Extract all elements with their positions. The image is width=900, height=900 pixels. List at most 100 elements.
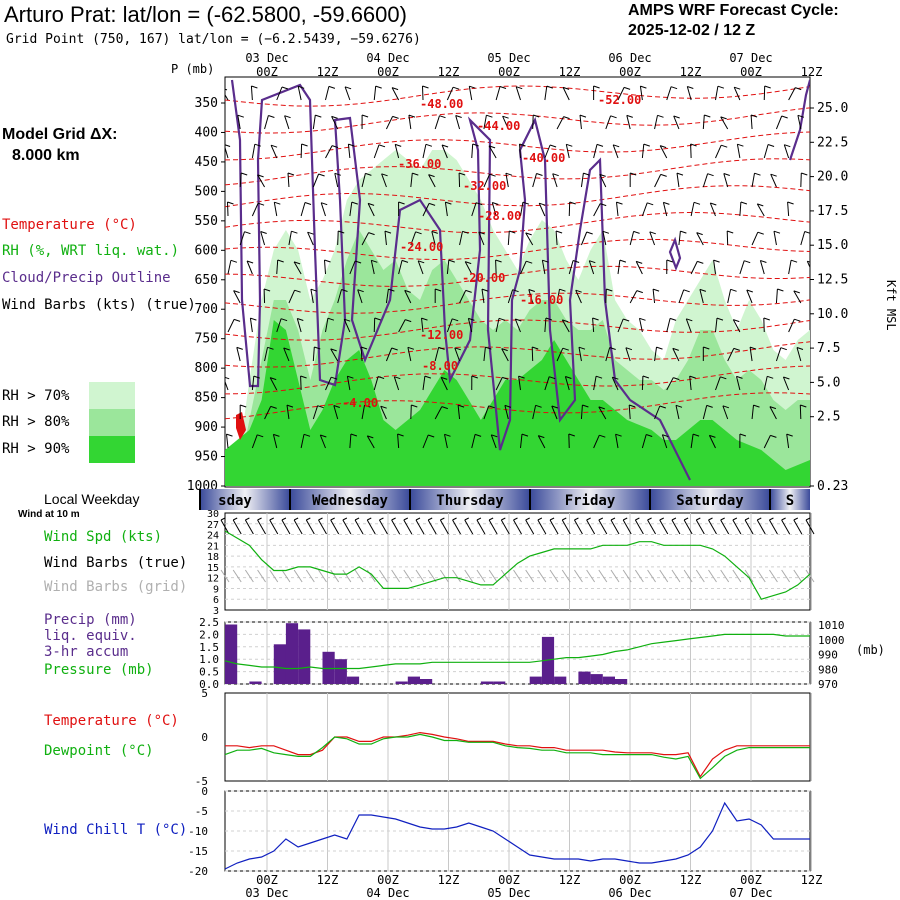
- wind-barb-flag: [454, 347, 461, 351]
- wind-barb-flag: [515, 318, 522, 322]
- wind-barb-flag: [689, 375, 696, 379]
- wind-barb: [599, 174, 607, 188]
- wind-barb-flag: [281, 86, 289, 90]
- wind-barb: [770, 173, 777, 188]
- wind-barb-true: [756, 519, 766, 535]
- top-hour-label: 12Z: [559, 65, 581, 79]
- wind-barb: [471, 434, 476, 449]
- wind-barb-true-flag: [744, 517, 750, 521]
- wind-barb-true-flag: [793, 517, 799, 521]
- wind-barb-true: [415, 519, 425, 535]
- precip-tick-label: 0.0: [199, 678, 219, 691]
- precip-panel-frame: [224, 621, 811, 685]
- wind-barb: [264, 347, 268, 362]
- wind-barb-flag: [435, 288, 442, 292]
- wind-barb: [528, 289, 534, 304]
- wind-barb-flag: [227, 201, 234, 205]
- wind-barb-flag: [505, 172, 513, 176]
- wind-barb-true: [439, 519, 449, 535]
- wind-barb: [467, 318, 473, 333]
- wind-barb: [334, 173, 339, 188]
- wind-barb-flag: [244, 231, 251, 235]
- wind-barb-flag: [448, 259, 455, 263]
- wind-barb: [239, 231, 245, 246]
- wind-barb-flag: [294, 289, 301, 293]
- wind-barb-flag: [549, 144, 557, 148]
- temp-tick-label: 0: [201, 731, 208, 744]
- wind-barb: [288, 289, 296, 304]
- wind-barb-flag: [773, 230, 781, 234]
- wind-tick-label: 12: [207, 574, 219, 585]
- wind-barb-true-flag: [525, 517, 530, 521]
- wind-barb-flag: [331, 376, 338, 380]
- wind-barb: [797, 115, 802, 130]
- wind-barb-flag: [330, 348, 337, 352]
- wind-barb-true-flag: [452, 517, 457, 521]
- wind-barb: [793, 290, 802, 304]
- precip-tick-label: 2.5: [199, 616, 219, 629]
- wind-barb-flag: [770, 434, 777, 438]
- wind-barb: [654, 405, 661, 420]
- wind-barb-flag: [760, 260, 767, 263]
- precip-tick-label: 1.5: [199, 641, 219, 654]
- wind-barb: [732, 319, 741, 333]
- wind-barb: [602, 231, 607, 246]
- wind-barb-flag: [673, 377, 680, 381]
- wind-barb-flag: [304, 202, 312, 205]
- top-hour-label: 12Z: [317, 65, 339, 79]
- wind-barb: [297, 86, 302, 101]
- wind-panel-frame: [224, 512, 811, 611]
- wind-barb-flag: [516, 86, 523, 90]
- wind-barb-flag: [357, 289, 364, 293]
- temperature-contour: [225, 185, 810, 208]
- wind-barb: [483, 347, 486, 362]
- wind-barb-flag: [441, 406, 448, 410]
- wind-barb: [495, 86, 501, 101]
- wind-barb: [775, 347, 782, 362]
- wind-barb-flag: [291, 230, 298, 234]
- wind-barb: [796, 347, 802, 362]
- precip-bar: [334, 659, 347, 684]
- wind-barb-flag: [501, 348, 508, 352]
- wind-barb-flag: [783, 376, 790, 380]
- wind-barb-grid: [598, 569, 608, 583]
- wind-barb: [251, 144, 256, 159]
- wind-barb-flag: [562, 347, 569, 351]
- wind-barb-grid: [769, 569, 778, 583]
- wind-barb: [459, 290, 467, 304]
- precip-bar: [493, 681, 506, 684]
- cross-section-fields: [225, 79, 815, 486]
- wind-barb-flag: [723, 173, 730, 176]
- wind-barb: [578, 347, 582, 362]
- wind-barb-flag: [727, 230, 734, 234]
- wind-barb-flag: [696, 232, 703, 236]
- wind-barb-flag: [707, 173, 714, 177]
- height-axis-title: Kft MSL: [884, 280, 898, 331]
- wind-barb-flag: [471, 375, 478, 379]
- wind-barb-true-flag: [501, 517, 506, 521]
- rh-swatch-90: [89, 436, 135, 463]
- wind-barb-true-flag: [464, 517, 469, 521]
- wind-barb-true: [574, 519, 583, 535]
- wind-barb-flag: [284, 115, 291, 119]
- wind-barb-flag: [683, 289, 690, 293]
- wind-barb-flag: [378, 144, 386, 148]
- wind-barb: [654, 174, 662, 188]
- wind-barb-flag: [298, 85, 305, 89]
- wind-barb: [769, 406, 777, 420]
- wind-barb-true-flag: [379, 517, 384, 521]
- wind-barb: [813, 144, 815, 158]
- wind-barb-grid: [586, 569, 596, 583]
- wind-barb-flag: [549, 376, 556, 380]
- precip-bar: [395, 681, 408, 684]
- precip-tick-label: 0.5: [199, 666, 219, 679]
- wind-barb: [337, 289, 342, 304]
- wind-barb-flag: [260, 231, 267, 234]
- wind-barb-true-flag: [232, 517, 238, 521]
- wind-barb: [260, 231, 266, 246]
- wind-barb: [251, 202, 259, 217]
- precip-bar: [420, 679, 433, 684]
- wind-barb-grid: [318, 569, 327, 583]
- wind-barb-grid: [354, 569, 364, 583]
